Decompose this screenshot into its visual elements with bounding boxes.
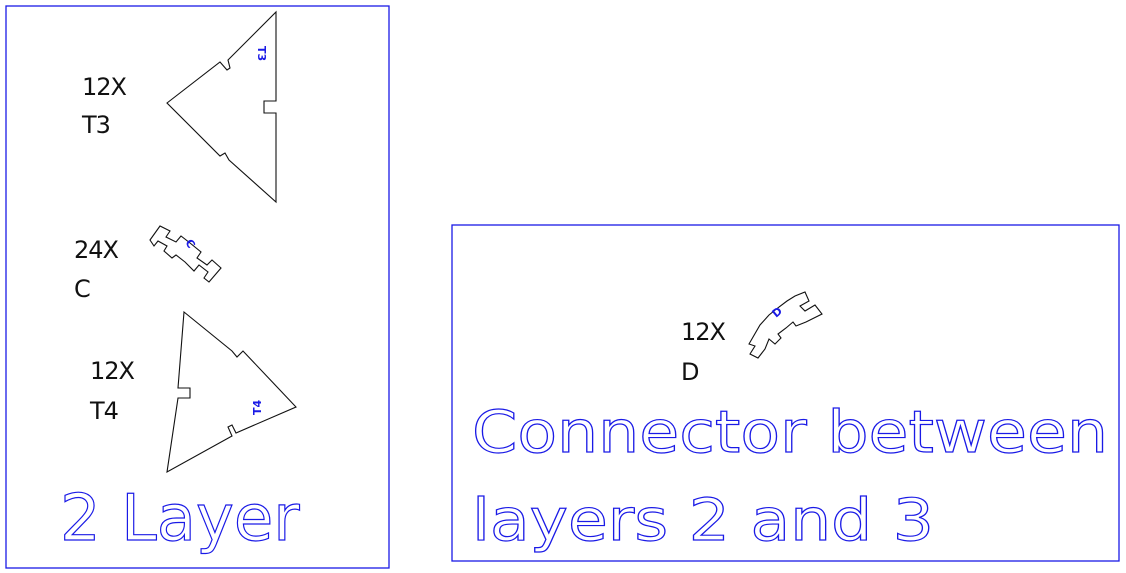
- part-c-label: C: [74, 275, 90, 303]
- part-d-shape: D: [748, 291, 823, 359]
- part-t4-shape: T4: [166, 310, 297, 474]
- part-d-engraving: D: [770, 304, 785, 320]
- panel-right-frame: [451, 224, 1120, 562]
- part-c-quantity: 24X: [74, 236, 119, 264]
- part-t3-engraving: T3: [255, 46, 268, 61]
- part-t4-quantity: 12X: [90, 357, 135, 385]
- panel-right-title-line1: Connector between: [472, 398, 1108, 466]
- part-t4-engraving: T4: [251, 399, 264, 415]
- panel-left-frame: [5, 5, 390, 569]
- panel-left-title: 2 Layer: [60, 482, 300, 556]
- part-d-label: D: [681, 358, 699, 386]
- part-d-quantity: 12X: [681, 318, 726, 346]
- part-c-shape: C: [149, 225, 222, 283]
- part-t4-label: T4: [89, 397, 118, 425]
- panel-right-title-line2: layers 2 and 3: [472, 486, 934, 554]
- panel-left: T3 12X T3 C 24X C T4 12X T4 2 Layer: [5, 5, 390, 569]
- part-t3-shape: T3: [166, 10, 277, 204]
- part-t3-quantity: 12X: [82, 73, 127, 101]
- part-t3-label: T3: [81, 111, 110, 139]
- panel-right: D 12X D Connector between layers 2 and 3: [451, 224, 1120, 562]
